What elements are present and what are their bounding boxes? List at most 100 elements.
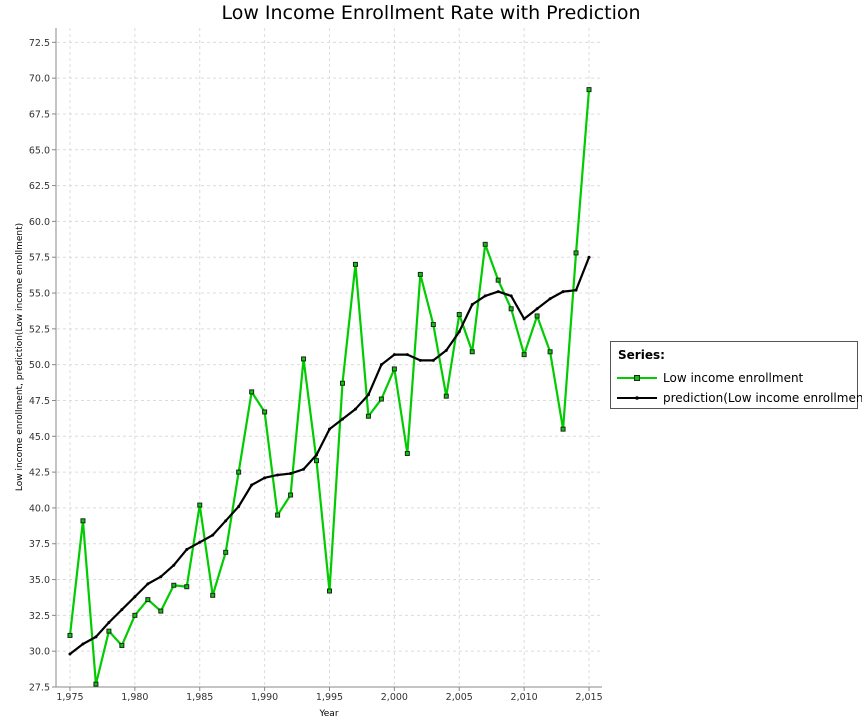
data-point (185, 547, 189, 551)
data-point (211, 533, 215, 537)
x-tick-labels: 1,975 1,980 1,985 1,990 1,995 2,000 2,005 2,010… (56, 692, 602, 703)
y-tick-label: 55.0 (29, 289, 50, 300)
data-point (482, 241, 488, 247)
x-tick-label: 1,975 (56, 692, 83, 703)
data-point (159, 575, 163, 579)
data-point (68, 652, 72, 656)
y-tick-label: 32.5 (29, 611, 50, 622)
data-point (93, 681, 99, 687)
data-point (352, 261, 358, 267)
x-axis-label: Year (318, 709, 338, 719)
data-point (509, 294, 513, 298)
axes (52, 28, 602, 691)
data-point (210, 592, 216, 598)
data-point (405, 353, 409, 357)
data-point (378, 396, 384, 402)
data-point (444, 348, 448, 352)
y-tick-label: 52.5 (29, 324, 50, 335)
data-point (574, 288, 578, 292)
data-point (263, 476, 267, 480)
data-point (587, 255, 591, 259)
series-prediction (68, 255, 591, 656)
data-point (508, 306, 514, 312)
y-tick-label: 42.5 (29, 468, 50, 479)
y-axis-label: Low income enrollment, prediction(Low in… (15, 223, 25, 491)
data-point (145, 597, 151, 603)
data-point (339, 380, 345, 386)
data-point (534, 313, 540, 319)
data-point (365, 413, 371, 419)
data-point (404, 450, 410, 456)
data-point (586, 87, 592, 93)
y-tick-label: 72.5 (29, 38, 50, 49)
x-tick-label: 1,985 (186, 692, 213, 703)
y-tick-label: 50.0 (29, 360, 50, 371)
data-point (224, 519, 228, 523)
x-tick-label: 2,005 (446, 692, 473, 703)
data-point (456, 312, 462, 318)
data-point (495, 277, 501, 283)
data-point (521, 352, 527, 358)
data-point (443, 393, 449, 399)
data-point (262, 409, 268, 415)
legend-line-green-icon (617, 375, 657, 381)
data-point (548, 297, 552, 301)
data-point (315, 453, 319, 457)
y-tick-label: 57.5 (29, 253, 50, 264)
data-point (146, 582, 150, 586)
data-point (236, 469, 242, 475)
data-point (340, 417, 344, 421)
data-point (314, 458, 320, 464)
data-point (275, 512, 281, 518)
legend-line-black-icon (617, 396, 657, 400)
legend-title: Series: (618, 348, 665, 362)
y-tick-label: 60.0 (29, 217, 50, 228)
data-point (483, 294, 487, 298)
data-point (496, 290, 500, 294)
x-tick-label: 1,990 (251, 692, 278, 703)
y-tick-label: 45.0 (29, 432, 50, 443)
y-tick-label: 27.5 (29, 683, 50, 694)
y-tick-label: 37.5 (29, 539, 50, 550)
data-point (106, 628, 112, 634)
y-tick-label: 40.0 (29, 503, 50, 514)
data-point (81, 642, 85, 646)
data-point (366, 393, 370, 397)
x-tick-label: 1,980 (121, 692, 148, 703)
y-tick-labels: 27.5 30.0 32.5 35.0 37.5 40.0 42.5 45.0 47.5 50.0… (29, 38, 50, 694)
data-point (94, 635, 98, 639)
data-point (547, 349, 553, 355)
x-tick-label: 2,015 (575, 692, 602, 703)
data-point (353, 407, 357, 411)
data-point (80, 518, 86, 524)
data-point (417, 271, 423, 277)
data-point (67, 632, 73, 638)
x-tick-label: 2,010 (511, 692, 538, 703)
legend-label-low-income-enrollment: Low income enrollment (663, 371, 804, 385)
legend: Series: Low income enrollment prediction… (610, 341, 862, 409)
data-point (250, 483, 254, 487)
y-tick-label: 30.0 (29, 647, 50, 658)
legend-item-low-income-enrollment[interactable]: Low income enrollment (617, 370, 803, 386)
y-tick-label: 47.5 (29, 396, 50, 407)
data-point (198, 540, 202, 544)
data-point (107, 621, 111, 625)
legend-label-prediction: prediction(Low income enrollment) (663, 391, 862, 405)
data-point (223, 549, 229, 555)
data-point (327, 588, 332, 594)
y-tick-label: 62.5 (29, 181, 50, 192)
x-tick-label: 2,000 (381, 692, 408, 703)
data-point (133, 595, 137, 599)
data-point (469, 349, 475, 355)
data-point (249, 389, 255, 395)
data-point (119, 642, 125, 648)
data-point (301, 356, 307, 362)
data-point (431, 358, 435, 362)
x-tick-label: 1,995 (316, 692, 343, 703)
data-point (132, 612, 138, 618)
data-point (328, 427, 331, 431)
data-point (560, 426, 566, 432)
legend-item-prediction[interactable]: prediction(Low income enrollment) (617, 390, 862, 406)
data-point (289, 472, 293, 476)
data-point (379, 363, 383, 367)
